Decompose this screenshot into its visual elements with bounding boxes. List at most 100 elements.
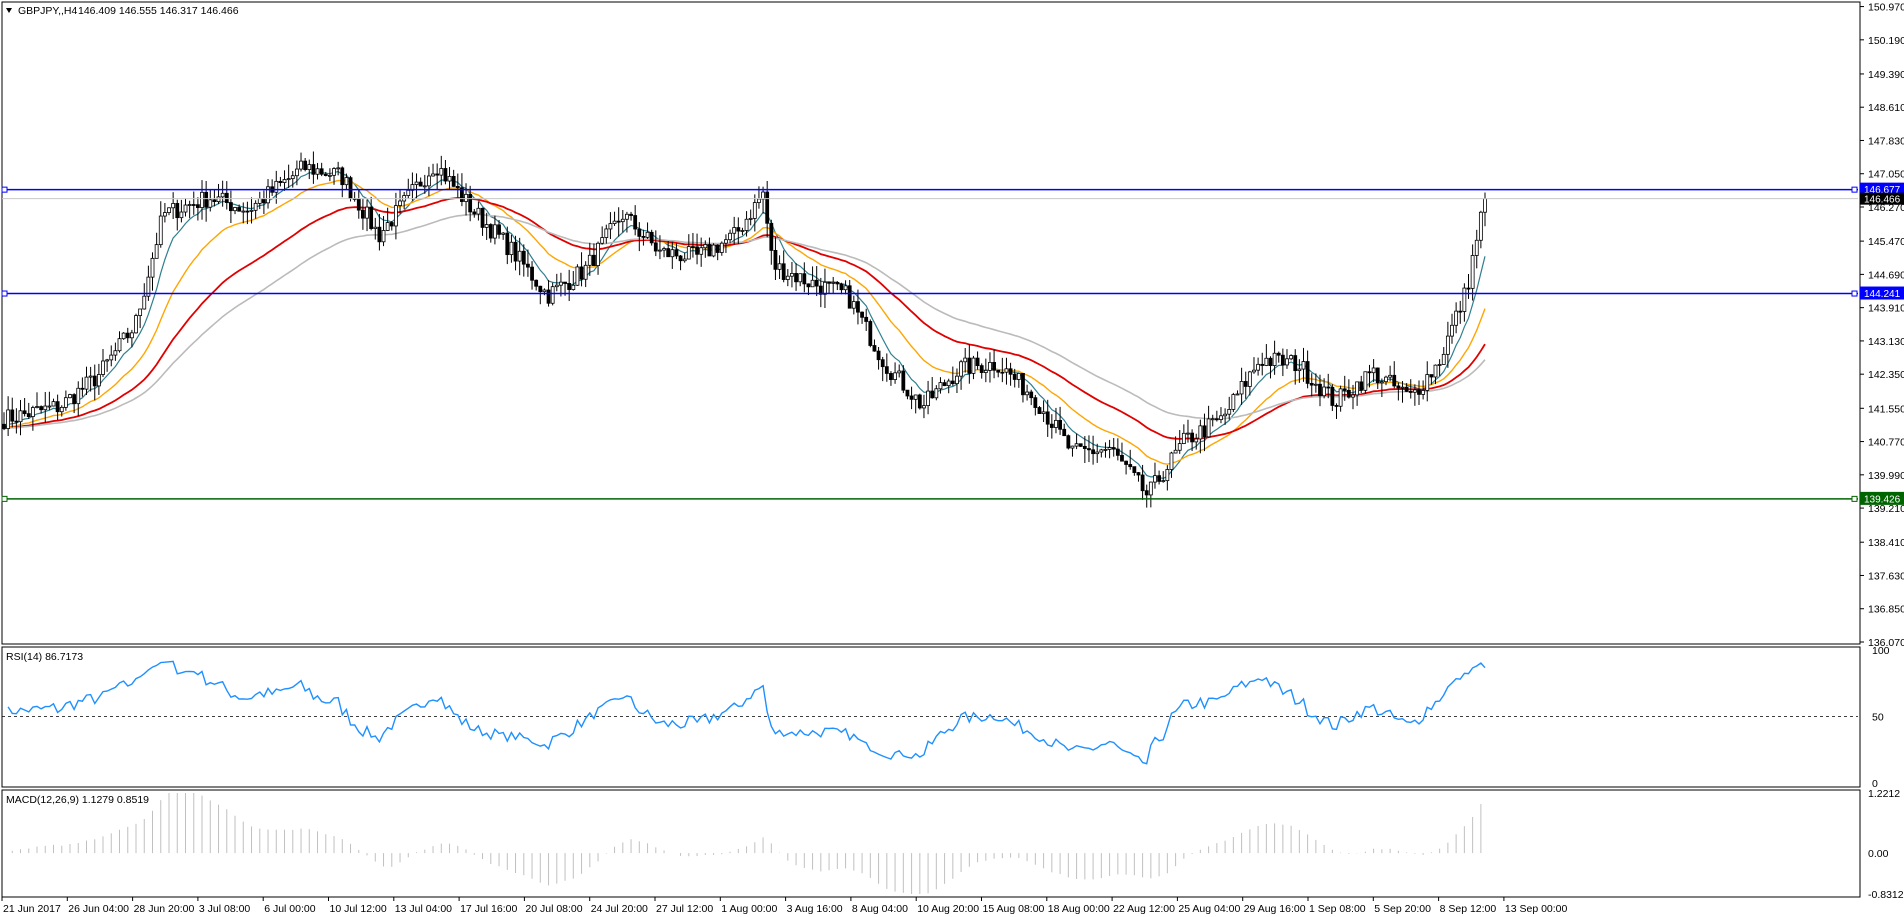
candle-body [1239,381,1244,395]
candle-body [1268,357,1273,366]
candle-body [835,281,840,285]
macd-axis: 1.2212 0.00 -0.8312 [1868,788,1904,901]
time-label-19: 29 Aug 16:00 [1244,903,1306,915]
candle-body [1025,391,1029,396]
level-tag-0 [1860,182,1904,196]
candle-body [241,210,246,213]
candle-body [583,264,588,280]
candle-body [389,222,394,227]
candle-body [1157,475,1161,482]
candle-body [1033,397,1038,408]
level-tag-label-0: 146.677 [1864,185,1901,196]
candle-body [1458,310,1463,313]
candle-body [109,354,114,361]
candle-body [1429,374,1434,378]
candle-body [162,212,167,217]
candle-body [1462,287,1467,312]
candle-body [1280,354,1285,366]
candle-body [1140,474,1145,492]
candle-body [1062,428,1067,437]
time-label-2: 28 Jun 20:00 [134,903,195,915]
macd-pane[interactable]: 1.2212 0.00 -0.8312 MACD(12,26,9) 1.1279 0… [1,788,1904,901]
candle-body [715,244,720,253]
candle-body [1330,386,1335,406]
candle-body [158,215,163,246]
current-price-tag [1860,192,1904,205]
candle-body [1318,383,1322,397]
candle-body [447,176,452,182]
candle-body [983,370,988,373]
price-tick-label-1: 150.190 [1868,35,1904,47]
candle-body [336,167,341,170]
candle-body [592,254,596,267]
level-handle-right-1 [1851,290,1858,297]
candle-body [245,210,250,213]
ohlc-readout: 146.409 146.555 146.317 146.466 [78,5,239,17]
candle-body [785,275,790,280]
price-tick-label-15: 139.210 [1868,503,1904,515]
price-tick-label-5: 147.050 [1868,169,1904,181]
candle-body [637,228,642,237]
candle-body [1041,411,1046,414]
candle-body [620,218,625,223]
candle-body [1161,480,1166,483]
candle-body [117,338,122,352]
time-label-6: 13 Jul 04:00 [395,903,452,915]
candle-body [43,405,48,411]
price-tick-label-4: 147.830 [1868,135,1904,147]
candle-body [406,189,411,196]
horizontal-levels[interactable]: 146.677 144.241 139.426 146.466 [1,182,1904,506]
candle-body [319,168,324,175]
candle-body [18,410,23,423]
candle-body [913,394,918,400]
time-label-9: 24 Jul 20:00 [591,903,648,915]
candle-body [579,266,584,280]
level-handle-right-2 [1851,495,1858,502]
candle-body [1045,411,1050,425]
dropdown-triangle-icon[interactable] [6,8,12,13]
candle-body [1128,464,1133,468]
time-label-10: 27 Jul 12:00 [656,903,713,915]
candle-body [398,200,402,206]
candle-body [641,235,646,238]
candle-body [307,164,312,170]
candle-body [253,202,258,211]
candle-body [971,357,976,374]
time-label-21: 5 Sep 20:00 [1374,903,1431,915]
candle-body [257,198,262,204]
candle-body [427,175,431,187]
candle-body [30,407,35,418]
time-label-20: 1 Sep 08:00 [1309,903,1366,915]
candle-body [472,211,477,215]
candle-body [105,359,110,362]
candle-body [761,191,765,200]
candle-body [732,227,737,234]
candle-body [212,199,217,203]
candle-body [616,220,621,223]
candle-body [1132,466,1137,473]
candle-body [950,380,955,385]
candle-body [509,241,514,256]
candle-body [171,203,176,209]
candle-body [1272,352,1277,366]
candle-body [1169,452,1174,470]
candle-body [59,406,64,413]
candle-body [505,232,510,256]
candle-body [1293,355,1298,372]
rsi-pane[interactable]: 100 50 0 RSI(14) 86.7173 [1,645,1890,790]
candle-body [1091,449,1095,455]
candle-body [451,176,456,187]
candle-body [752,202,757,219]
candle-body [765,191,770,224]
candle-body [975,357,980,367]
candle-body [827,281,831,284]
candle-body [1194,438,1199,443]
candle-body [1334,405,1339,407]
candle-body [1082,445,1087,449]
candle-body [179,211,184,219]
candle-body [1029,391,1034,399]
candle-body [880,359,885,368]
candle-body [1078,443,1083,447]
price-pane[interactable]: 150.970 150.190 149.390 148.610 147.830 147.0… [1,1,1904,649]
